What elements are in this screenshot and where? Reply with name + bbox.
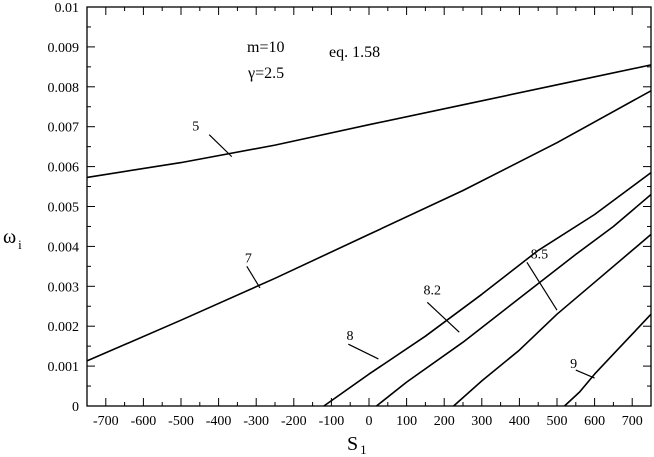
series-line-8-2 [376, 193, 652, 407]
plot-frame [86, 6, 652, 407]
annotation-eq: eq. 1.58 [329, 44, 380, 61]
x-tick-label: 200 [434, 414, 455, 429]
leader-line-9 [575, 369, 595, 379]
y-tick-label: 0.009 [48, 41, 80, 56]
x-tick-label: 700 [622, 414, 643, 429]
y-tick-label: 0.007 [48, 121, 80, 136]
y-tick-label: 0.006 [48, 161, 80, 176]
plot-border [86, 6, 652, 407]
leader-line-8-2 [426, 301, 460, 333]
x-tick-label: -700 [93, 414, 119, 429]
curve-labels: 5 7 8 8.2 8.5 9 [192, 120, 595, 379]
x-tick-label: -600 [131, 414, 157, 429]
series-line-8 [323, 171, 652, 407]
annotation-gamma: γ=2.5 [247, 65, 284, 82]
series-line-8-5 [453, 233, 652, 407]
series-line-5 [86, 64, 652, 179]
curve-label-8: 8 [346, 329, 353, 344]
y-tick-label: 0.001 [48, 360, 80, 375]
leader-line-8-5 [526, 262, 558, 311]
x-tick-label: 300 [471, 414, 492, 429]
curve-label-8-2: 8.2 [424, 283, 442, 298]
curve-label-7: 7 [245, 251, 252, 266]
x-tick-label: 500 [547, 414, 568, 429]
x-tick-label: -100 [319, 414, 345, 429]
x-tick-label: -500 [168, 414, 194, 429]
x-tick-label: -300 [243, 414, 269, 429]
curve-label-5: 5 [192, 120, 199, 135]
leader-line-5 [208, 134, 233, 158]
y-tick-label: 0.005 [48, 201, 80, 216]
x-tick-label: -400 [206, 414, 232, 429]
series-line-7 [86, 90, 652, 362]
leader-line-7 [246, 266, 261, 289]
series-line-9 [563, 313, 652, 407]
annotation-m: m=10 [247, 39, 284, 56]
x-tick-label: 100 [396, 414, 417, 429]
x-tick-label: 0 [366, 414, 373, 429]
y-tick-label: 0.002 [48, 320, 80, 335]
y-tick-label: 0.01 [55, 1, 80, 16]
curve-label-8-5: 8.5 [531, 247, 549, 262]
y-tick-label: 0 [72, 400, 79, 415]
leader-line-8 [348, 343, 379, 360]
curve-label-9: 9 [570, 357, 577, 372]
ticks: -700 -600 -500 -400 -300 -200 -100 0 100 200 300 40… [48, 1, 652, 429]
x-tick-label: 600 [584, 414, 605, 429]
y-tick-label: 0.004 [48, 240, 80, 255]
x-tick-label: -200 [281, 414, 307, 429]
series-lines [86, 64, 652, 407]
y-tick-label: 0.003 [48, 280, 80, 295]
y-tick-label: 0.008 [48, 81, 80, 96]
x-tick-label: 400 [509, 414, 530, 429]
